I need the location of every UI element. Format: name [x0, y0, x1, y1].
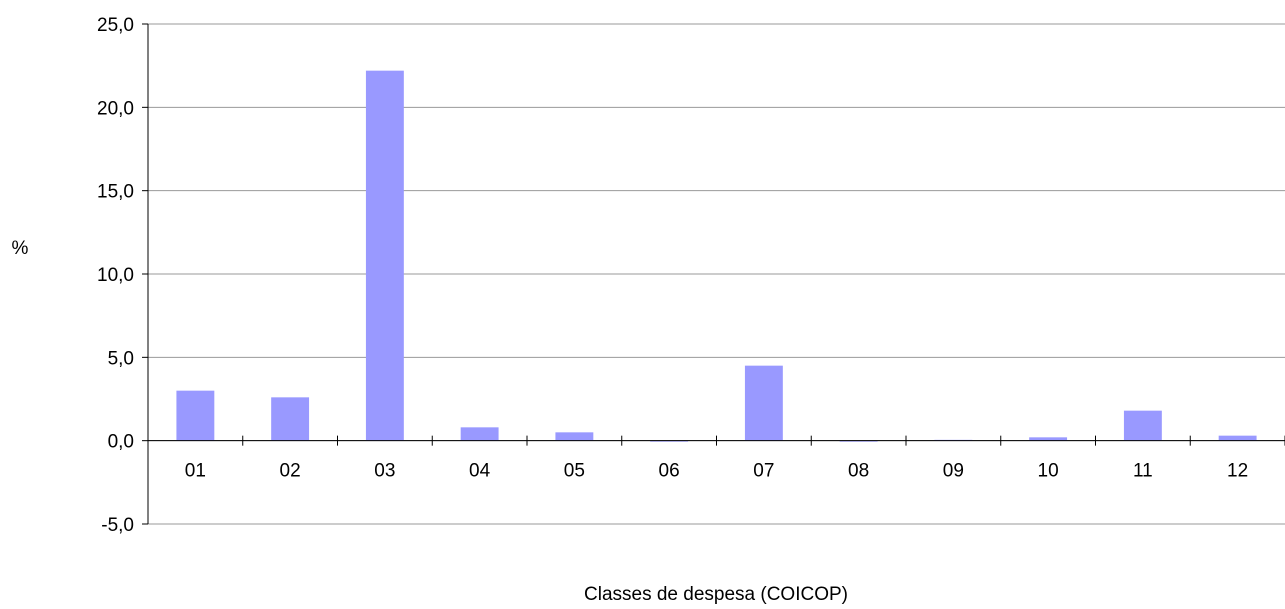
y-tick-labels: -5,0 0,0 5,0 10,0 15,0 20,0 25,0 — [97, 15, 148, 536]
x-tick-label: 11 — [1133, 461, 1153, 482]
bar-04 — [460, 427, 499, 441]
y-tick-label: 10,0 — [97, 265, 134, 286]
bar-07 — [744, 365, 783, 441]
x-tick-label: 05 — [564, 461, 585, 482]
x-tick-labels: 01 02 03 04 05 06 07 08 09 10 11 12 — [147, 435, 1285, 482]
bar-12 — [1218, 435, 1257, 441]
x-axis-title: Classes de despesa (COICOP) — [584, 584, 848, 605]
bar-05 — [555, 432, 594, 441]
bar-02 — [271, 397, 310, 441]
x-tick-label: 04 — [469, 461, 491, 482]
gridlines — [148, 23, 1285, 525]
bar-11 — [1123, 410, 1162, 441]
x-tick-label: 03 — [374, 461, 395, 482]
y-axis-title: % — [12, 238, 29, 259]
y-tick-label: 25,0 — [97, 15, 134, 36]
y-tick-label: 5,0 — [108, 348, 134, 369]
x-tick-label: 02 — [280, 461, 301, 482]
y-tick-label: 15,0 — [97, 182, 134, 203]
x-tick-label: 09 — [943, 461, 964, 482]
bar-03 — [365, 70, 404, 441]
x-tick-label: 01 — [185, 461, 206, 482]
bar-10 — [1029, 437, 1068, 441]
y-tick-label: -5,0 — [101, 515, 134, 536]
bars — [176, 70, 1257, 442]
y-tick-label: 0,0 — [108, 432, 134, 453]
bar-01 — [176, 390, 215, 441]
x-tick-label: 08 — [848, 461, 869, 482]
x-tick-label: 12 — [1227, 461, 1248, 482]
x-tick-label: 07 — [753, 461, 774, 482]
y-tick-label: 20,0 — [97, 98, 134, 119]
x-tick-label: 06 — [659, 461, 680, 482]
x-tick-label: 10 — [1038, 461, 1059, 482]
